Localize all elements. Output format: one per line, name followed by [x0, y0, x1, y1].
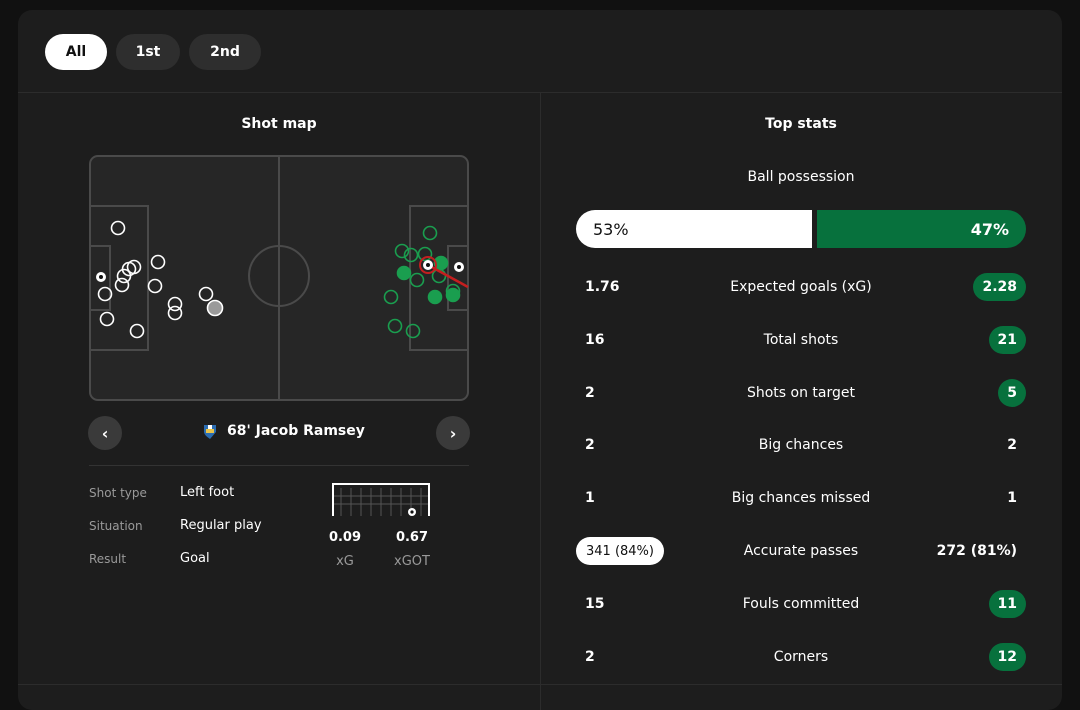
stat-away-value: 5	[998, 379, 1026, 407]
stat-label: Big chances missed	[731, 490, 871, 506]
chevron-left-icon: ‹	[101, 423, 109, 443]
stat-home-value: 2	[585, 385, 595, 401]
stat-home-value: 1.76	[585, 279, 620, 295]
minute-player-label: 68' Jacob Ramsey	[227, 423, 365, 439]
column-divider	[540, 93, 541, 710]
tab-first-half[interactable]: 1st	[116, 34, 180, 70]
result-value: Goal	[180, 551, 210, 566]
stat-away-value: 2.28	[973, 273, 1026, 301]
stat-row-big-chances: 2 Big chances 2	[576, 431, 1026, 459]
stat-away-value: 1	[1007, 490, 1017, 506]
newcastle-crest-icon	[204, 425, 216, 439]
stat-away-value: 11	[988, 590, 1026, 618]
stat-home-value: 16	[585, 332, 605, 348]
tab-all[interactable]: All	[45, 34, 107, 70]
stat-row-shots-on-target: 2 Shots on target 5	[576, 379, 1026, 407]
football-icon	[96, 272, 106, 282]
stat-away-value: 21	[988, 326, 1026, 354]
possession-away-value: 47%	[970, 219, 1009, 239]
stat-row-big-chances-missed: 1 Big chances missed 1	[576, 484, 1026, 512]
result-label: Result	[89, 552, 127, 566]
stat-row-fouls: 15 Fouls committed 11	[576, 590, 1026, 618]
stat-home-value: 1	[585, 490, 595, 506]
stat-home-value: 2	[585, 649, 595, 665]
period-tabs: All 1st 2nd	[45, 34, 261, 70]
stat-label: Total shots	[763, 332, 839, 348]
stat-label: Big chances	[758, 437, 844, 453]
stat-row-xg: 1.76 Expected goals (xG) 2.28	[576, 273, 1026, 301]
possession-home-value: 53%	[593, 219, 629, 239]
selected-shot	[419, 256, 469, 289]
stat-away-value: 12	[988, 643, 1026, 671]
shot-map-title: Shot map	[241, 116, 317, 132]
situation-value: Regular play	[180, 518, 262, 533]
situation-label: Situation	[89, 519, 143, 533]
stat-row-corners: 2 Corners 12	[576, 643, 1026, 671]
match-stats-card: All 1st 2nd Shot map	[18, 10, 1062, 710]
stat-home-value: 341 (84%)	[576, 537, 664, 565]
possession-label: Ball possession	[747, 169, 855, 185]
selected-shot-player: 68' Jacob Ramsey	[201, 422, 365, 440]
home-shots	[97, 220, 224, 339]
divider	[18, 92, 1062, 93]
previous-shot-button[interactable]: ‹	[88, 416, 122, 450]
stat-home-value: 2	[585, 437, 595, 453]
goal-frame-diagram	[332, 483, 430, 516]
stat-row-total-shots: 16 Total shots 21	[576, 326, 1026, 354]
next-shot-button[interactable]: ›	[436, 416, 470, 450]
tab-second-half[interactable]: 2nd	[189, 34, 261, 70]
shot-type-value: Left foot	[180, 485, 235, 500]
stat-away-value: 2	[1007, 437, 1017, 453]
xgot-label: xGOT	[394, 554, 430, 569]
shot-map-pitch[interactable]	[89, 155, 469, 401]
stat-row-accurate-passes: 341 (84%) Accurate passes 272 (81%)	[576, 537, 1026, 565]
divider	[18, 684, 1062, 685]
xgot-value: 0.67	[395, 530, 429, 545]
stat-label: Expected goals (xG)	[730, 279, 872, 295]
stat-label: Fouls committed	[742, 596, 860, 612]
stat-label: Shots on target	[746, 385, 855, 401]
football-icon	[408, 508, 416, 516]
stat-label: Accurate passes	[743, 543, 859, 559]
divider	[89, 465, 469, 466]
xg-value: 0.09	[328, 530, 362, 545]
xg-label: xG	[336, 554, 354, 569]
top-stats-title: Top stats	[765, 116, 837, 132]
possession-away-bar: 47%	[817, 210, 1026, 248]
shot-type-label: Shot type	[89, 486, 147, 500]
stat-home-value: 15	[585, 596, 605, 612]
possession-home-bar: 53%	[576, 210, 812, 248]
away-shots	[383, 225, 461, 339]
stat-away-value: 272 (81%)	[936, 543, 1017, 559]
stat-label: Corners	[773, 649, 829, 665]
chevron-right-icon: ›	[449, 423, 457, 443]
